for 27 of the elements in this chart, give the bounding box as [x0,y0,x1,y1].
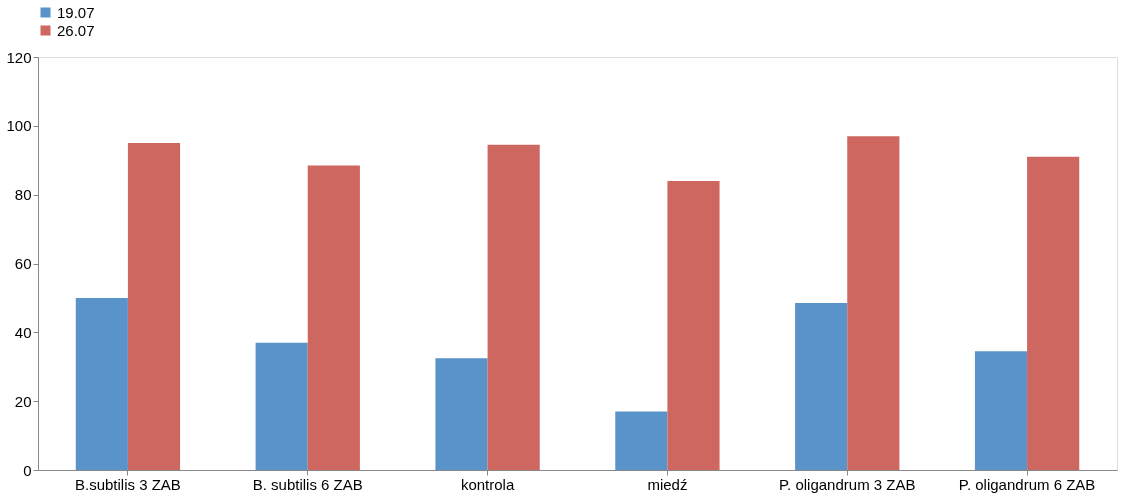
x-tick-label: miedź [647,475,688,493]
x-tick-label: B.subtilis 3 ZAB [74,475,181,493]
y-tick-label: 100 [6,117,32,135]
bar [667,180,720,470]
y-tick-label: 60 [14,255,32,272]
bar [974,351,1028,470]
x-tick-label: B. subtilis 6 ZAB [252,475,363,493]
y-tick-label: 80 [14,186,32,204]
x-tick-label: P. oligandrum 6 ZAB [958,475,1096,493]
bar [435,358,488,470]
x-tick-label: kontrola [460,475,515,493]
bar [75,297,128,470]
y-tick-label: 40 [14,323,32,341]
bar [847,136,900,470]
bar [127,143,181,470]
bar [255,342,308,470]
bar [795,303,848,470]
legend-label: 19.07 [57,3,95,21]
bar [615,411,668,470]
x-tick-label: P. oligandrum 3 ZAB [779,475,916,493]
bar [1027,156,1080,470]
bar [307,165,360,470]
bar [487,144,540,470]
legend-label: 26.07 [57,21,95,39]
y-tick-label: 0 [23,461,32,479]
y-tick-label: 20 [14,392,32,410]
y-tick-label: 120 [6,48,32,66]
